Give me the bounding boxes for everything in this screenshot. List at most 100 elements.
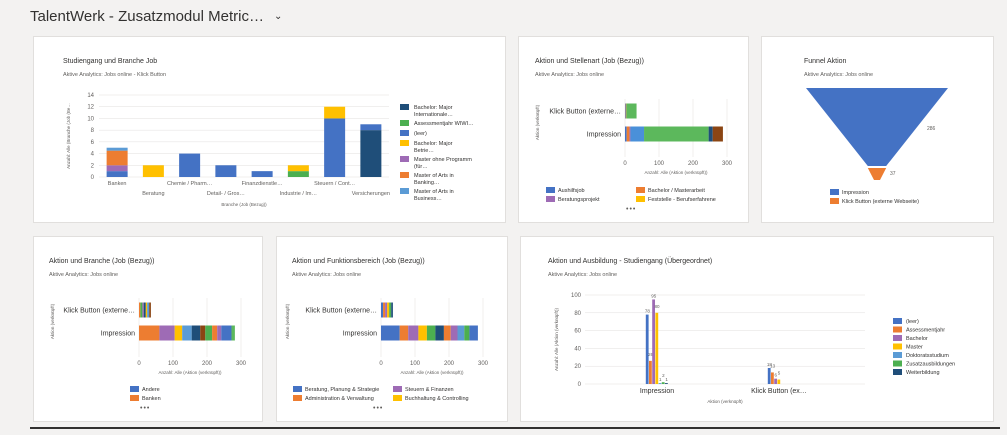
legend-swatch	[400, 120, 409, 126]
legend-label: Bachelor	[906, 336, 928, 342]
bar-segment	[360, 130, 382, 177]
bar-segment	[385, 302, 388, 318]
more-legend-ellipsis: •••	[373, 405, 383, 412]
x-axis-title: Branche (Job (Bezug))	[221, 202, 267, 207]
y-axis-title: Aktion (verknüpft)	[50, 303, 55, 339]
legend-label: Betrie…	[414, 148, 434, 154]
legend-label: Aushilfsjob	[558, 188, 585, 194]
bar-segment	[106, 150, 128, 166]
chart-card-funnel[interactable]: Funnel Aktion Aktive Analytics: Jobs onl…	[761, 36, 994, 223]
legend-swatch	[893, 343, 902, 350]
legend-swatch	[893, 352, 902, 358]
funnel-segment	[867, 168, 887, 180]
x-tick-label: 100	[654, 161, 665, 167]
bar-segment	[389, 302, 392, 318]
x-tick-label: 300	[478, 361, 489, 367]
bar-segment	[221, 325, 232, 341]
legend-swatch	[830, 198, 839, 204]
bar-segment	[147, 302, 150, 318]
legend-swatch	[636, 187, 645, 193]
x-axis-title: Anzahl: Alle (Aktion (verknüpft))	[400, 370, 464, 375]
legend-label: Bachelor: Major	[414, 141, 453, 147]
data-label: 13	[770, 363, 776, 368]
y-tick-label: 0	[578, 382, 582, 388]
legend-swatch	[636, 196, 645, 202]
bar-segment	[443, 325, 451, 341]
legend-swatch	[293, 386, 302, 392]
bar-segment	[142, 302, 144, 318]
bar-segment	[469, 325, 478, 341]
x-axis-title: Anzahl: Alle (Aktion (verknüpft))	[644, 170, 708, 175]
chart-card-studiengang-branche[interactable]: Studiengang und Branche Job Aktive Analy…	[33, 36, 506, 223]
bar-segment	[212, 325, 218, 341]
chevron-down-icon[interactable]: ⌄	[273, 10, 283, 22]
bar-segment	[174, 325, 183, 341]
bar-segment	[644, 126, 709, 142]
bar-segment	[139, 325, 160, 341]
bar-segment	[626, 126, 630, 142]
legend-swatch	[546, 196, 555, 202]
chart-card-ausbildung[interactable]: Aktion und Ausbildung - Studiengang (Übe…	[520, 236, 994, 422]
legend-label: Impression	[842, 190, 869, 196]
data-label: 5	[778, 371, 781, 376]
legend-swatch	[400, 156, 409, 162]
bar-segment	[381, 325, 400, 341]
legend-swatch	[400, 130, 409, 136]
y-tick-label: Klick Button (externe…	[549, 109, 621, 116]
x-tick-label: Steuern / Cont…	[314, 181, 355, 187]
bar-segment	[106, 147, 128, 151]
legend-swatch	[393, 395, 402, 401]
bar-segment	[626, 103, 637, 119]
bottom-divider	[30, 427, 1000, 429]
bar-segment	[408, 325, 419, 341]
chart-card-funktionsbereich[interactable]: Aktion und Funktionsbereich (Job (Bezug)…	[276, 236, 508, 422]
more-legend-ellipsis: •••	[140, 405, 150, 412]
legend-label: Doktoratsstudium	[906, 353, 949, 359]
chart-card-branche[interactable]: Aktion und Branche (Job (Bezug)) Aktive …	[33, 236, 263, 422]
bar-segment	[383, 302, 386, 318]
data-label: 37	[890, 171, 896, 177]
y-tick-label: 20	[574, 364, 581, 370]
x-tick-label: Impression	[640, 388, 674, 395]
legend-swatch	[400, 140, 409, 146]
data-label: 2	[662, 373, 665, 378]
bar	[661, 382, 665, 384]
legend-label: Klick Button (externe Webseite)	[842, 199, 919, 205]
y-tick-label: Impression	[101, 331, 135, 338]
card-title: Aktion und Branche (Job (Bezug))	[49, 258, 155, 265]
y-tick-label: 40	[574, 346, 581, 352]
y-tick-label: Klick Button (externe…	[305, 308, 377, 315]
x-tick-label: 0	[137, 361, 141, 367]
bar-segment	[106, 165, 128, 172]
card-title: Studiengang und Branche Job	[63, 58, 158, 65]
x-tick-label: 100	[168, 361, 179, 367]
x-tick-label: Beratung	[142, 191, 164, 197]
chart-c2: 0 100 200 300 Anzahl: Alle (Aktion (verknüpf…	[535, 99, 733, 213]
bar-segment	[360, 124, 382, 131]
legend-swatch	[130, 386, 139, 392]
chart-card-stellenart[interactable]: Aktion und Stellenart (Job (Bezug)) Akti…	[518, 36, 749, 223]
legend-label: Zusatzausbildungen	[906, 362, 955, 368]
legend-label: Banken	[142, 396, 161, 402]
legend-swatch	[893, 318, 902, 324]
chart-c5: 0 100 200 300 Anzahl: Alle (Aktion (verknüpf…	[285, 298, 489, 412]
y-axis-title: Aktion (verknüpft)	[535, 104, 540, 140]
dashboard-header: TalentWerk - Zusatzmodul Metric… ⌄	[0, 0, 1007, 32]
dashboard-title[interactable]: TalentWerk - Zusatzmodul Metric…	[30, 7, 264, 25]
bar-segment	[191, 325, 201, 341]
bar	[645, 314, 649, 384]
x-tick-label: 300	[236, 361, 247, 367]
bar-segment	[426, 325, 436, 341]
bar	[655, 312, 659, 384]
x-tick-label: Banken	[108, 181, 127, 187]
y-tick-label: 12	[87, 105, 94, 111]
data-label: 1	[659, 377, 662, 382]
legend-swatch	[400, 188, 409, 194]
data-label: 1	[665, 377, 668, 382]
legend-label: Feststelle - Berufserfahrene	[648, 197, 716, 203]
bar-segment	[139, 302, 141, 318]
bar-segment	[399, 325, 409, 341]
bar-segment	[324, 118, 346, 177]
card-subtitle: Aktive Analytics: Jobs online	[292, 272, 362, 278]
x-tick-label: 200	[688, 161, 699, 167]
